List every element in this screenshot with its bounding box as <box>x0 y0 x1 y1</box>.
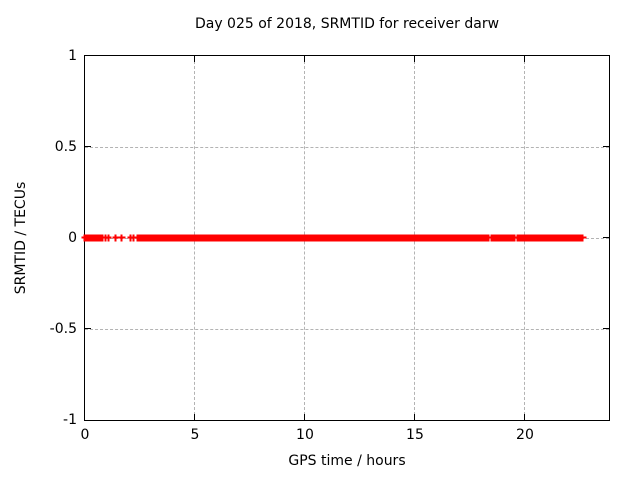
data-point-plus <box>579 234 587 241</box>
plot-area <box>81 54 610 421</box>
y-tick-label: 0 <box>68 230 77 246</box>
x-tick-top <box>83 55 86 62</box>
x-axis-label: GPS time / hours <box>288 453 406 469</box>
x-tick-top <box>303 55 306 62</box>
data-point-plus <box>118 234 126 241</box>
y-tick-right <box>602 145 609 148</box>
chart-title: Day 025 of 2018, SRMTID for receiver dar… <box>194 16 500 32</box>
y-tick-label: 0.5 <box>54 139 77 155</box>
data-point-plus <box>104 234 112 241</box>
gridline-y-0.5 <box>84 146 609 148</box>
y-tick-label: 1 <box>68 48 77 64</box>
x-tick-bottom <box>193 413 196 420</box>
data-point-plus <box>112 234 120 241</box>
x-tick-top <box>193 55 196 62</box>
x-tick-bottom <box>303 413 306 420</box>
x-tick-label: 10 <box>296 427 314 443</box>
x-tick-bottom <box>413 413 416 420</box>
y-tick-left <box>84 327 91 330</box>
data-point-plus <box>135 234 143 241</box>
x-tick-bottom <box>83 413 86 420</box>
y-tick-right <box>602 327 609 330</box>
x-tick-label: 0 <box>80 427 90 443</box>
x-tick-bottom <box>523 413 526 420</box>
y-tick-label: -0.5 <box>49 321 77 337</box>
gridline-y--0.5 <box>84 328 609 330</box>
y-tick-label: -1 <box>63 412 77 428</box>
y-tick-left <box>84 145 91 148</box>
x-tick-label: 15 <box>406 427 424 443</box>
y-tick-right <box>602 236 609 239</box>
x-tick-label: 20 <box>516 427 534 443</box>
x-tick-label: 5 <box>190 427 200 443</box>
x-tick-top <box>413 55 416 62</box>
x-tick-top <box>523 55 526 62</box>
